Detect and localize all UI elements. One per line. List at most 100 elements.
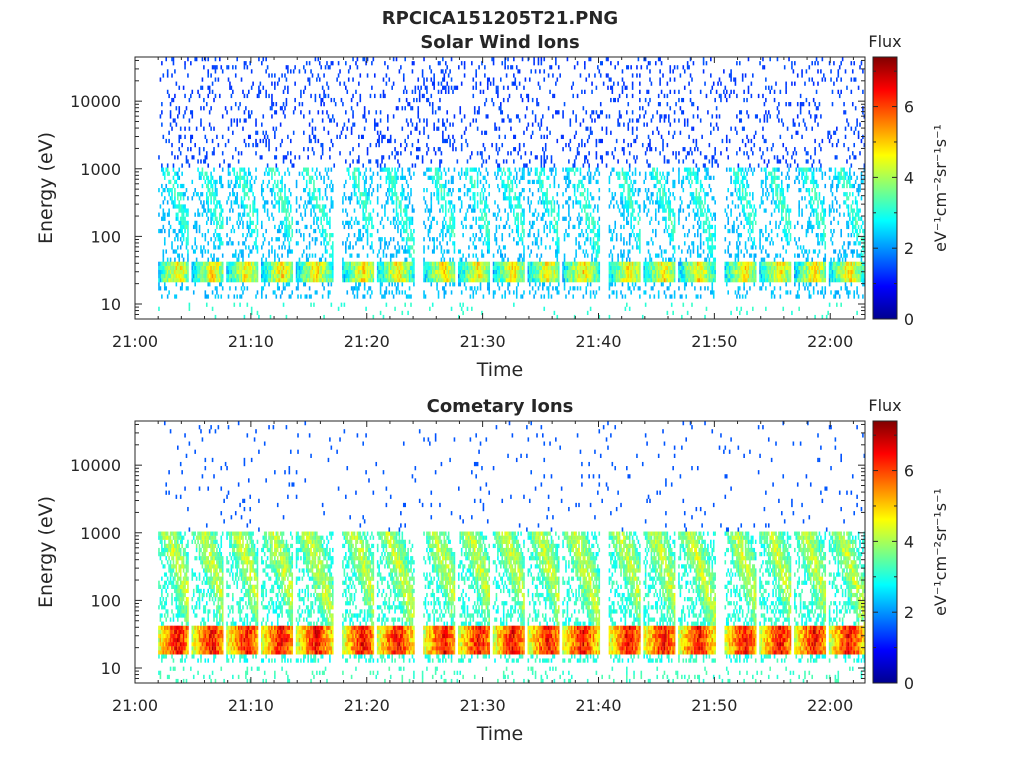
heatmap-cell — [159, 114, 162, 119]
heatmap-cell — [216, 179, 218, 185]
heatmap-cell — [608, 269, 611, 275]
heatmap-cell — [482, 294, 485, 299]
heatmap-cell — [381, 159, 383, 164]
heatmap-cell — [287, 253, 289, 258]
heatmap-cell — [313, 183, 315, 189]
heatmap-cell — [531, 212, 534, 217]
heatmap-cell — [446, 228, 449, 234]
heatmap-cell — [460, 257, 463, 262]
heatmap-cell — [208, 192, 211, 197]
heatmap-cell — [534, 278, 537, 283]
heatmap-cell — [187, 196, 189, 201]
heatmap-cell — [200, 249, 202, 254]
heatmap-cell — [181, 220, 183, 225]
heatmap-cell — [589, 269, 592, 275]
heatmap-cell — [599, 61, 602, 66]
heatmap-cell — [417, 77, 420, 82]
heatmap-cell — [197, 278, 199, 283]
heatmap-cell — [486, 237, 489, 242]
heatmap-cell — [174, 69, 176, 74]
heatmap-cell — [285, 233, 288, 238]
heatmap-cell — [429, 278, 431, 283]
heatmap-cell — [523, 269, 525, 275]
heatmap-cell — [463, 61, 466, 66]
heatmap-cell — [161, 110, 163, 115]
heatmap-cell — [570, 85, 573, 90]
heatmap-cell — [575, 265, 577, 271]
heatmap-cell — [557, 204, 560, 209]
heatmap-cell — [220, 282, 223, 287]
heatmap-cell — [321, 233, 324, 238]
heatmap-cell — [515, 196, 518, 201]
heatmap-cell — [610, 130, 612, 135]
heatmap-cell — [585, 273, 588, 279]
heatmap-cell — [610, 85, 612, 90]
heatmap-cell — [494, 233, 496, 238]
heatmap-cell — [255, 224, 257, 230]
heatmap-cell — [520, 253, 522, 258]
heatmap-cell — [379, 183, 382, 189]
heatmap-cell — [192, 261, 195, 266]
heatmap-cell — [216, 233, 218, 238]
heatmap-cell — [472, 273, 475, 279]
heatmap-cell — [331, 245, 334, 250]
heatmap-cell — [504, 278, 506, 283]
heatmap-cell — [585, 204, 588, 209]
heatmap-cell — [555, 61, 557, 66]
heatmap-cell — [524, 114, 527, 119]
heatmap-cell — [549, 224, 551, 230]
heatmap-cell — [495, 85, 498, 90]
heatmap-cell — [207, 249, 210, 254]
heatmap-cell — [234, 261, 237, 266]
heatmap-cell — [462, 261, 464, 266]
heatmap-cell — [492, 57, 495, 62]
heatmap-cell — [530, 224, 533, 230]
heatmap-cell — [437, 196, 440, 201]
heatmap-cell — [298, 261, 301, 266]
heatmap-cell — [175, 233, 178, 238]
heatmap-cell — [358, 171, 360, 176]
heatmap-cell — [362, 192, 364, 197]
heatmap-cell — [537, 233, 540, 238]
heatmap-cell — [514, 179, 517, 185]
heatmap-cell — [184, 216, 186, 221]
heatmap-cell — [576, 278, 579, 283]
heatmap-cell — [274, 273, 276, 279]
heatmap-cell — [497, 183, 499, 189]
heatmap-cell — [458, 314, 460, 320]
heatmap-cell — [194, 224, 196, 230]
heatmap-cell — [400, 261, 402, 266]
heatmap-cell — [427, 261, 430, 266]
heatmap-cell — [439, 273, 441, 279]
heatmap-cell — [523, 167, 525, 172]
heatmap-cell — [581, 142, 583, 148]
heatmap-cell — [431, 302, 434, 307]
heatmap-cell — [437, 290, 440, 295]
heatmap-cell — [274, 130, 276, 135]
heatmap-cell — [185, 273, 188, 279]
heatmap-cell — [268, 216, 270, 221]
heatmap-cell — [289, 278, 292, 283]
heatmap-cell — [400, 233, 402, 238]
heatmap-cell — [527, 200, 530, 205]
heatmap-cell — [265, 167, 267, 172]
heatmap-cell — [449, 200, 451, 205]
heatmap-cell — [392, 208, 395, 213]
heatmap-cell — [566, 57, 569, 62]
heatmap-cell — [275, 265, 278, 271]
heatmap-cell — [456, 85, 459, 90]
heatmap-cell — [539, 273, 541, 279]
heatmap-cell — [385, 278, 388, 283]
heatmap-cell — [595, 85, 598, 90]
heatmap-cell — [444, 278, 447, 283]
heatmap-cell — [181, 171, 183, 176]
heatmap-cell — [245, 183, 247, 189]
heatmap-cell — [274, 179, 276, 185]
heatmap-cell — [446, 241, 449, 246]
heatmap-cell — [307, 192, 309, 197]
heatmap-cell — [268, 167, 270, 172]
heatmap-cell — [330, 179, 333, 185]
heatmap-cell — [556, 228, 559, 234]
heatmap-cell — [598, 233, 601, 238]
heatmap-cell — [484, 220, 486, 225]
